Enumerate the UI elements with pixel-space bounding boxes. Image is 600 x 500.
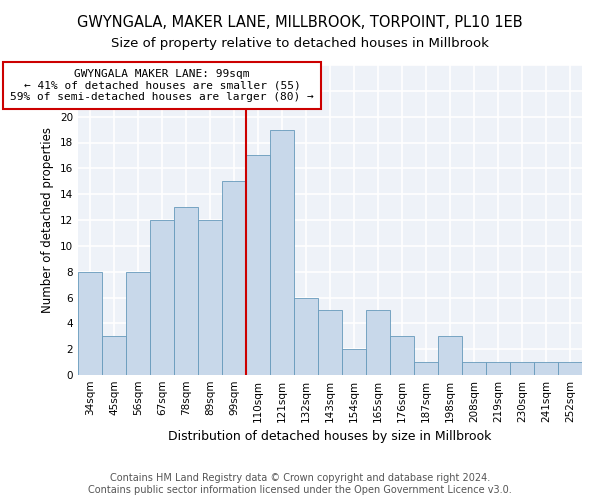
- Bar: [174, 207, 198, 375]
- Bar: [510, 362, 534, 375]
- X-axis label: Distribution of detached houses by size in Millbrook: Distribution of detached houses by size …: [169, 430, 491, 444]
- Bar: [486, 362, 510, 375]
- Bar: [294, 298, 318, 375]
- Bar: [438, 336, 462, 375]
- Bar: [366, 310, 390, 375]
- Bar: [318, 310, 342, 375]
- Bar: [102, 336, 126, 375]
- Bar: [270, 130, 294, 375]
- Bar: [390, 336, 414, 375]
- Bar: [414, 362, 438, 375]
- Bar: [462, 362, 486, 375]
- Bar: [126, 272, 150, 375]
- Bar: [534, 362, 558, 375]
- Bar: [198, 220, 222, 375]
- Text: Contains HM Land Registry data © Crown copyright and database right 2024.
Contai: Contains HM Land Registry data © Crown c…: [88, 474, 512, 495]
- Text: GWYNGALA, MAKER LANE, MILLBROOK, TORPOINT, PL10 1EB: GWYNGALA, MAKER LANE, MILLBROOK, TORPOIN…: [77, 15, 523, 30]
- Y-axis label: Number of detached properties: Number of detached properties: [41, 127, 55, 313]
- Bar: [558, 362, 582, 375]
- Bar: [78, 272, 102, 375]
- Bar: [246, 156, 270, 375]
- Bar: [222, 181, 246, 375]
- Bar: [342, 349, 366, 375]
- Bar: [150, 220, 174, 375]
- Text: GWYNGALA MAKER LANE: 99sqm
← 41% of detached houses are smaller (55)
59% of semi: GWYNGALA MAKER LANE: 99sqm ← 41% of deta…: [10, 69, 314, 102]
- Text: Size of property relative to detached houses in Millbrook: Size of property relative to detached ho…: [111, 38, 489, 51]
